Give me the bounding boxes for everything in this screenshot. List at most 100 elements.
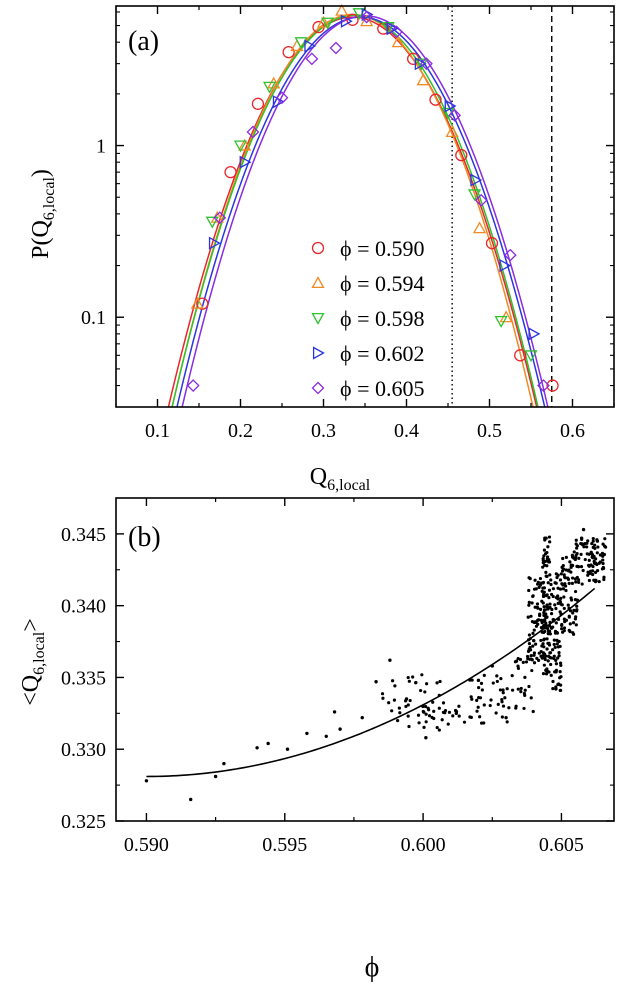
b-data-point — [532, 628, 536, 632]
b-data-point — [532, 661, 537, 665]
b-data-point — [475, 709, 479, 713]
a-point-series4-8 — [414, 57, 427, 71]
a-point-series2-3 — [238, 138, 252, 151]
b-data-point — [570, 553, 575, 557]
b-data-point — [575, 608, 579, 612]
a-x-tick-label: 0.6 — [560, 420, 585, 442]
b-data-point — [543, 552, 548, 556]
b-data-point — [454, 710, 459, 714]
b-data-point — [407, 679, 411, 683]
b-y-axis-title: <Q6,local> — [18, 618, 48, 706]
b-data-point — [528, 645, 532, 650]
b-y-axis-title-main: <Q — [18, 675, 44, 706]
b-data-point — [419, 688, 423, 693]
a-legend-marker-3 — [311, 312, 325, 325]
b-data-point — [541, 558, 545, 562]
b-data-point — [586, 539, 590, 543]
b-data-point — [542, 663, 546, 667]
a-point-series1-9 — [429, 93, 442, 106]
a-point-series1-6 — [346, 13, 359, 26]
b-x-tick-label: 0.590 — [124, 834, 169, 856]
a-legend-marker-2 — [311, 276, 325, 289]
b-data-point — [571, 621, 576, 625]
b-data-point — [593, 543, 597, 547]
b-data-point — [403, 699, 408, 703]
b-data-point — [566, 576, 570, 580]
a-x-axis-title-main: Q — [310, 464, 327, 490]
a-x-axis-title: Q6,local — [310, 464, 371, 494]
b-data-point — [541, 651, 546, 655]
b-axis-ticks: 0.590 0.595 0.600 0.605 0.325 0.330 0.335 0.340… — [61, 498, 614, 856]
b-data-point — [581, 568, 585, 573]
b-data-point — [496, 702, 500, 706]
a-y-tick-label: 0.1 — [81, 307, 106, 329]
b-data-point — [510, 674, 514, 678]
b-data-point — [545, 647, 549, 651]
b-data-point — [414, 681, 418, 685]
b-data-point — [558, 669, 562, 674]
b-data-point — [560, 622, 564, 627]
a-point-series3-4 — [294, 37, 308, 50]
b-data-point — [554, 668, 558, 672]
b-data-point — [435, 725, 439, 730]
b-data-point — [470, 678, 474, 682]
a-legend-label-5: ϕ = 0.605 — [340, 376, 425, 401]
b-data-point — [549, 626, 554, 630]
b-data-point — [587, 578, 591, 583]
b-data-point — [573, 589, 578, 594]
b-data-point — [535, 602, 540, 606]
b-data-point — [590, 541, 594, 546]
b-data-point — [575, 575, 579, 580]
a-point-series5-4 — [275, 91, 289, 105]
b-data-point — [554, 685, 558, 689]
a-point-series4-4 — [304, 39, 317, 53]
a-legend: ϕ = 0.590 ϕ = 0.594 ϕ = 0.598 ϕ = 0.602 ϕ = … — [311, 236, 425, 401]
b-data-point — [406, 675, 410, 680]
b-data-point — [423, 704, 428, 709]
b-plot-frame — [115, 497, 615, 822]
b-data-point — [478, 715, 482, 719]
b-data-point — [435, 681, 439, 685]
b-data-point — [549, 578, 553, 582]
b-data-point — [542, 548, 547, 552]
a-legend-marker-1 — [311, 241, 325, 255]
b-data-point — [597, 579, 601, 584]
b-data-point — [548, 540, 552, 544]
b-data-point — [470, 697, 474, 701]
b-data-point — [567, 581, 571, 586]
b-data-point — [530, 668, 534, 673]
b-data-point — [387, 701, 391, 705]
b-data-point — [543, 656, 547, 660]
b-data-point — [587, 552, 591, 556]
a-x-tick-label: 0.2 — [228, 420, 253, 442]
a-legend-label-3: ϕ = 0.598 — [340, 306, 425, 331]
b-data-point — [255, 746, 259, 750]
b-data-point — [588, 571, 592, 576]
a-y-axis-title-main: P(Q — [28, 220, 54, 259]
b-data-point — [477, 686, 481, 690]
b-data-point — [491, 681, 495, 685]
b-data-point — [556, 645, 560, 649]
b-data-point — [541, 671, 546, 676]
b-data-point — [488, 703, 492, 708]
b-data-point — [532, 638, 536, 643]
b-y-tick-label: 0.335 — [61, 667, 106, 689]
a-point-series4-1 — [208, 236, 221, 250]
b-data-point — [510, 688, 515, 692]
b-data-point — [595, 551, 599, 555]
a-legend-label-2: ϕ = 0.594 — [340, 271, 425, 296]
b-data-point — [548, 573, 552, 577]
a-point-series3-2 — [233, 140, 248, 153]
a-point-series2-10 — [416, 73, 430, 86]
b-data-point — [556, 656, 560, 660]
b-data-point — [532, 620, 536, 625]
b-data-point — [589, 563, 593, 567]
b-data-point — [546, 545, 550, 549]
b-data-point — [568, 622, 572, 626]
b-data-point — [526, 649, 531, 653]
b-data-point — [598, 553, 602, 557]
b-y-tick-label: 0.330 — [61, 739, 106, 761]
b-data-point — [528, 657, 532, 661]
b-data-point — [478, 696, 483, 700]
b-data-point — [531, 644, 535, 648]
